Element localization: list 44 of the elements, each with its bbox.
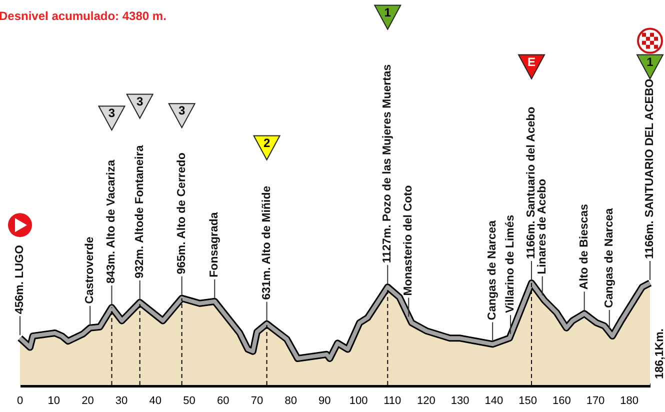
x-tick-label: 140 [484, 395, 504, 407]
annotation: 456m. LUGO [14, 245, 26, 314]
x-tick-label: 60 [216, 395, 230, 407]
x-tick-label: 40 [149, 395, 162, 407]
annotation: 1166m. SANTUARIO DEL ACEBO [644, 78, 656, 259]
x-tick-label: 20 [82, 395, 94, 407]
annotation: Villarino de Limés [504, 214, 517, 314]
x-tick-label: 170 [586, 395, 605, 407]
annotation: 1166m. Santuario del Acebo [526, 106, 538, 259]
triangle-icon: 2 [252, 135, 281, 161]
x-tick-label: 150 [518, 395, 537, 407]
annotation: 631m. Alto de Miñide [260, 186, 273, 300]
x-tick-label: 0 [16, 395, 24, 407]
x-tick-label: 100 [349, 395, 368, 407]
annotation: 932m. Altode Fontaneira [134, 144, 146, 278]
x-tick-label: 10 [48, 395, 60, 407]
annotation: Castroverde [84, 236, 96, 304]
annotation: Cangas de Narcea [603, 208, 616, 308]
triangle-icon: E [518, 54, 546, 80]
x-tick-label: 30 [115, 395, 128, 407]
triangle-icon: 1 [374, 4, 402, 30]
x-tick-label: 70 [250, 395, 264, 407]
triangle-icon: 3 [98, 106, 126, 132]
chart-title: Desnivel acumulado: 4380 m. [0, 9, 166, 23]
x-tick-label: 130 [450, 395, 470, 407]
x-tick-label: 110 [384, 395, 402, 407]
x-tick-label: 80 [284, 395, 297, 407]
annotation: 965m. Alto de Cerredo [176, 152, 188, 274]
annotation: Monasterio del Coto [402, 185, 415, 296]
x-tick-label: 50 [183, 395, 196, 407]
text: 186,1Km. [654, 328, 665, 379]
triangle-icon: 3 [126, 94, 154, 120]
triangle-icon: 1 [636, 54, 664, 80]
annotation: 843m. Alto de Vacariza [106, 159, 118, 284]
annotation: Alto de Biescas [578, 204, 590, 290]
x-tick-label: 90 [318, 395, 331, 407]
x-tick-label: 160 [552, 395, 571, 407]
x-tick-label: 120 [417, 395, 436, 407]
annotation: Cangas de Narcea [486, 220, 499, 320]
annotation: Fonsagrada [208, 212, 221, 278]
triangle-icon: 3 [168, 103, 196, 129]
x-tick-label: 180 [620, 395, 639, 407]
annotation: 1127m. Pozo de las Mujeres Muertas [382, 64, 394, 264]
annotation: Linares de Acebo [536, 178, 548, 274]
